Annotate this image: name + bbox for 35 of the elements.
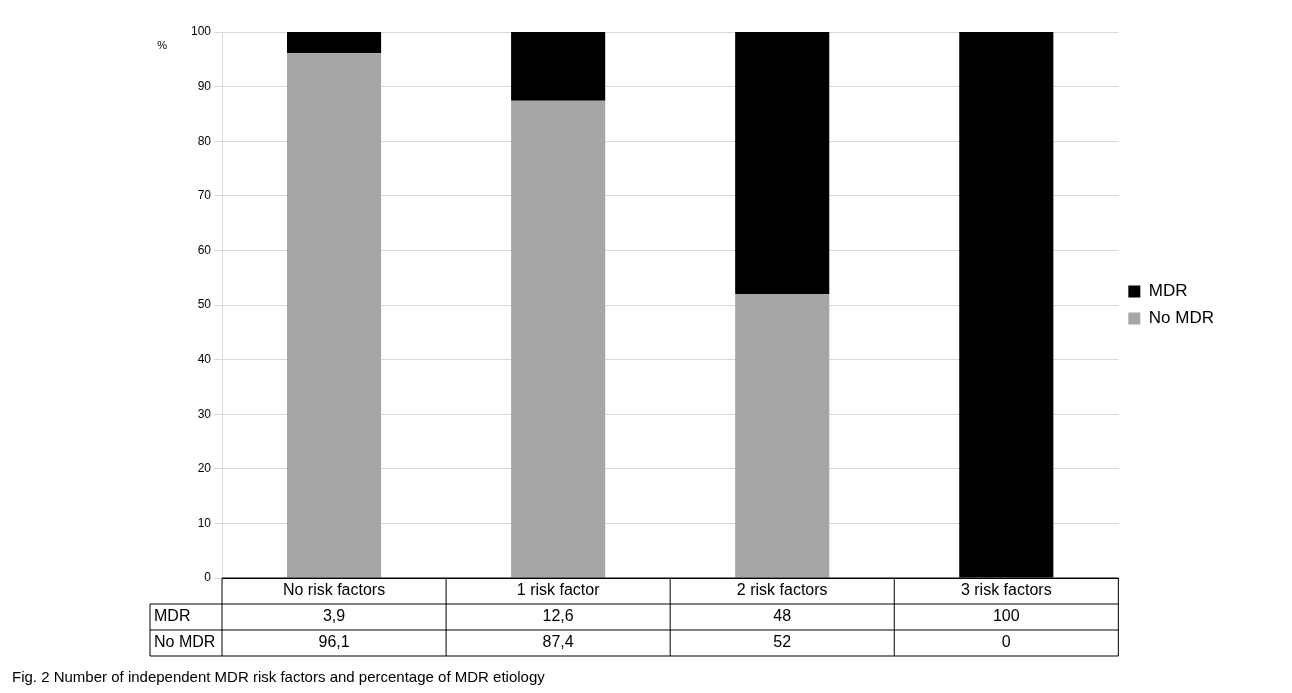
bar <box>735 294 830 578</box>
text: MDR <box>154 607 191 625</box>
text: No MDR <box>154 633 216 651</box>
y-tick-label: 40 <box>197 351 212 366</box>
data-label: 52 <box>773 633 792 651</box>
data-label: 87,4 <box>542 633 574 651</box>
bar <box>511 100 606 578</box>
data-label: 96,1 <box>318 633 350 651</box>
bar <box>287 53 382 578</box>
legend-label: No MDR <box>1148 308 1214 328</box>
data-label: 12,6 <box>542 607 574 625</box>
x-tick-label: No risk factors <box>282 581 386 599</box>
y-tick-label: 60 <box>197 242 212 257</box>
y-tick-label: 0 <box>204 570 212 585</box>
y-tick-label: 80 <box>197 133 212 148</box>
x-tick-label: 3 risk factors <box>960 581 1052 599</box>
y-tick-label: 70 <box>197 188 212 203</box>
y-tick-label: 90 <box>197 78 212 93</box>
data-label: 100 <box>992 607 1020 625</box>
legend-label: MDR <box>1148 281 1188 301</box>
caption: Fig. 2 Number of independent MDR risk factors and percentage of MDR etiology <box>12 668 546 685</box>
bar <box>511 32 606 101</box>
x-tick-label: 1 risk factor <box>516 581 601 599</box>
x-tick-label: 2 risk factors <box>736 581 828 599</box>
bar <box>287 32 382 54</box>
y-tick-label: 30 <box>197 406 212 421</box>
data-label: 3,9 <box>322 607 346 625</box>
y-tick-label: 10 <box>197 515 212 530</box>
y-axis-title: % <box>157 39 168 52</box>
data-label: 48 <box>773 607 792 625</box>
y-tick-label: 100 <box>190 24 212 39</box>
data-label: 0 <box>1001 633 1011 651</box>
y-tick-label: 20 <box>197 461 212 476</box>
bar <box>735 32 830 295</box>
y-tick-label: 50 <box>197 297 212 312</box>
